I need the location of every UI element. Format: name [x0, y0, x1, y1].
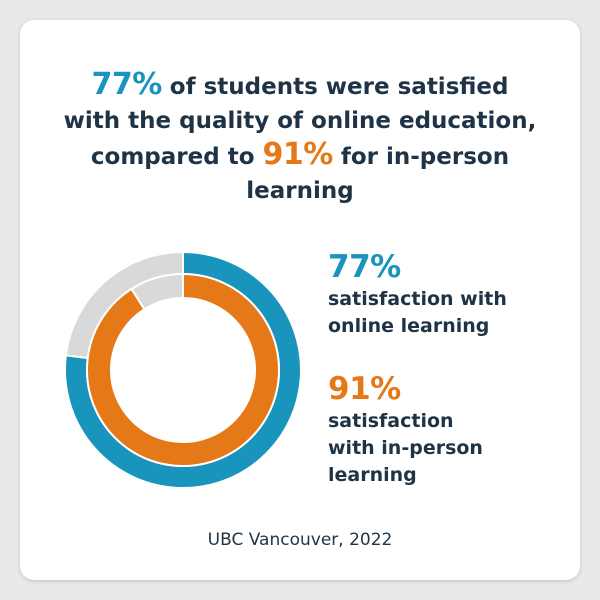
inperson-ring — [86, 272, 280, 467]
headline-text-part2: for in-person learning — [246, 144, 510, 204]
headline-online-percent: 77% — [91, 67, 162, 102]
inperson-stat-label: satisfaction with in-person learning — [328, 410, 483, 486]
headline-text-part1: of students were satisfied with the qual… — [63, 74, 537, 170]
inperson-slice-satisfied — [86, 272, 280, 467]
online-stat-percent: 77% — [328, 249, 401, 285]
headline: 77% of students were satisfied with the … — [60, 68, 540, 208]
headline-inperson-percent: 91% — [262, 137, 334, 172]
source-caption: UBC Vancouver, 2022 — [207, 530, 393, 550]
online-stat-label: satisfaction with online learning — [328, 288, 507, 337]
satisfaction-donut-chart — [64, 250, 302, 489]
inperson-stat-percent: 91% — [328, 371, 401, 407]
inperson-slice-not-satisfied — [130, 272, 184, 311]
inperson-stat: 91% satisfaction with in-person learning — [328, 370, 498, 489]
infographic-card: 77% of students were satisfied with the … — [20, 20, 580, 580]
online-stat: 77% satisfaction with online learning — [328, 248, 548, 340]
